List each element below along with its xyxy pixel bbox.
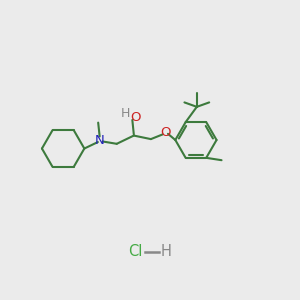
Text: Cl: Cl <box>128 244 142 259</box>
Text: N: N <box>95 134 104 147</box>
Text: O: O <box>160 126 170 139</box>
Text: O: O <box>130 111 140 124</box>
Text: H: H <box>161 244 172 259</box>
Text: H: H <box>120 107 130 120</box>
